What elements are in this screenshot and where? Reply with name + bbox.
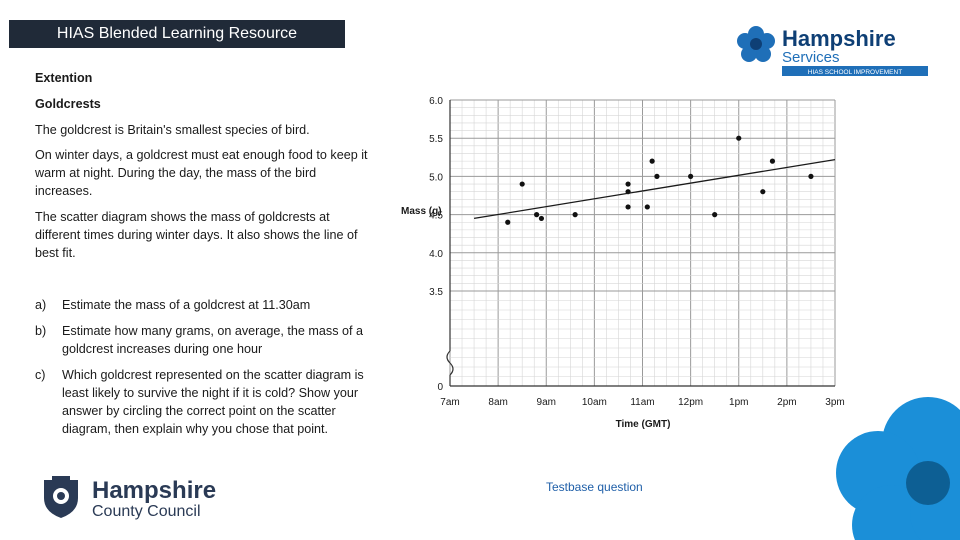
chart-axes [446, 100, 835, 387]
y-tick-label: 3.5 [429, 287, 443, 298]
source-link[interactable]: Testbase question [546, 480, 643, 494]
x-tick-label: 7am [440, 397, 459, 408]
data-point [644, 204, 650, 210]
hampshire-county-council-logo: Hampshire County Council [44, 476, 216, 520]
question-text: Estimate how many grams, on average, the… [62, 324, 363, 356]
data-point [538, 215, 545, 222]
chart-grid [449, 99, 836, 387]
resource-banner: HIAS Blended Learning Resource [9, 20, 345, 48]
data-point [649, 158, 655, 164]
x-tick-label: 11am [630, 397, 654, 408]
y-tick-label: 5.5 [429, 134, 443, 145]
council-name: Hampshire [92, 477, 216, 504]
x-tick-label: 12pm [678, 397, 703, 408]
question-label: a) [35, 298, 47, 312]
context-paragraph: On winter days, a goldcrest must eat eno… [35, 148, 368, 198]
decorative-flower-icon [836, 397, 960, 540]
question-a: a) Estimate the mass of a goldcrest at 1… [35, 296, 380, 314]
question-label: b) [35, 324, 47, 338]
data-point [505, 219, 511, 225]
data-point [712, 212, 718, 218]
data-point [769, 158, 776, 164]
y-tick-label: 5.0 [429, 172, 443, 183]
topic-heading: Goldcrests [35, 97, 101, 111]
diagram-description: The scatter diagram shows the mass of go… [35, 210, 358, 260]
x-tick-label: 2pm [777, 397, 796, 408]
line-of-best-fit [473, 158, 836, 220]
x-tick-label: 10am [582, 397, 607, 408]
question-b: b) Estimate how many grams, on average, … [35, 322, 380, 358]
brand-tag: HIAS SCHOOL IMPROVEMENT [808, 69, 902, 76]
data-point [625, 181, 631, 187]
x-tick-label: 8am [488, 397, 507, 408]
brand-subname: Services [782, 49, 840, 66]
x-axis-label: Time (GMT) [616, 419, 671, 430]
data-point [688, 173, 694, 179]
chart-points [505, 135, 814, 225]
brand-name: Hampshire [782, 26, 896, 51]
council-subname: County Council [92, 503, 201, 520]
data-point [519, 181, 525, 187]
data-point [760, 189, 766, 195]
flower-icon [737, 26, 775, 62]
axis-break [446, 350, 454, 376]
hampshire-services-logo: Hampshire Services HIAS SCHOOL IMPROVEME… [737, 26, 928, 76]
data-point [736, 135, 742, 141]
y-tick-label: 0 [437, 382, 443, 393]
y-tick-label: 6.0 [429, 96, 443, 107]
crest-icon [44, 476, 78, 518]
question-c: c) Which goldcrest represented on the sc… [35, 366, 380, 438]
question-text: Which goldcrest represented on the scatt… [62, 368, 364, 436]
intro-paragraph: The goldcrest is Britain's smallest spec… [35, 123, 310, 137]
data-point [654, 173, 660, 179]
y-tick-label: 4.5 [429, 211, 443, 222]
x-tick-label: 9am [537, 397, 556, 408]
data-point [534, 212, 540, 218]
chart-ticks: 3.5 4.0 4.5 5.0 5.5 6.0 0 7am 8am 9am 10am 11am 12pm… [429, 96, 845, 408]
y-tick-label: 4.0 [429, 249, 443, 260]
question-label: c) [35, 368, 46, 382]
question-text: Estimate the mass of a goldcrest at 11.3… [62, 298, 311, 312]
extension-heading: Extention [35, 71, 93, 85]
x-tick-label: 1pm [729, 397, 748, 408]
data-point [625, 204, 631, 210]
scatter-chart: 3.5 4.0 4.5 5.0 5.5 6.0 0 7am 8am 9am 10am 11am 12pm… [401, 96, 845, 430]
y-axis-label: Mass (g) [401, 206, 442, 217]
data-point [572, 212, 578, 218]
brand-tag-bar [782, 66, 928, 76]
data-point [808, 173, 814, 179]
x-tick-label: 3pm [825, 397, 844, 408]
